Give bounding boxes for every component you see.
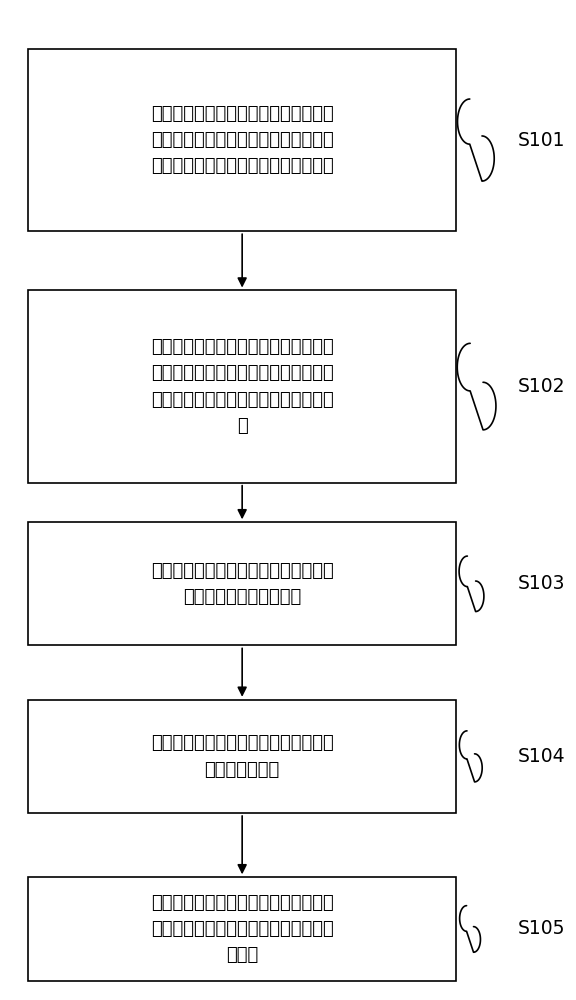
Text: S105: S105 <box>517 919 565 938</box>
FancyBboxPatch shape <box>28 522 456 645</box>
FancyBboxPatch shape <box>28 290 456 483</box>
Text: 通过比较每两条加工路径上各序列点间
的位置信息，将各加工路径的重叠线段
进行合并处理，以生成合并轨迹序列集
。: 通过比较每两条加工路径上各序列点间 的位置信息，将各加工路径的重叠线段 进行合并… <box>151 338 334 435</box>
Text: S103: S103 <box>517 574 565 593</box>
Text: 基于各刀眼标记的位置关系确定各加工
路径上的刀眼处理方式。: 基于各刀眼标记的位置关系确定各加工 路径上的刀眼处理方式。 <box>151 562 334 606</box>
Text: S104: S104 <box>517 747 565 766</box>
FancyBboxPatch shape <box>28 49 456 231</box>
Text: S101: S101 <box>517 131 565 150</box>
Text: 利用预设起刀点选取方法确定符合条件
的起刀点位置。: 利用预设起刀点选取方法确定符合条件 的起刀点位置。 <box>151 734 334 779</box>
FancyBboxPatch shape <box>28 877 456 981</box>
Text: S102: S102 <box>517 377 565 396</box>
Text: 根据刀眼处理方式、起刀点位置和合并
轨迹序列集中各加工路径自动生成裁剪
轨迹。: 根据刀眼处理方式、起刀点位置和合并 轨迹序列集中各加工路径自动生成裁剪 轨迹。 <box>151 894 334 964</box>
FancyBboxPatch shape <box>28 700 456 813</box>
Text: 根据提取待加工柔性材料的零间距排版
图中各裁片的外轮廓路径信息，生成包
括多条加工路径的外轮廓轨迹序列集。: 根据提取待加工柔性材料的零间距排版 图中各裁片的外轮廓路径信息，生成包 括多条加… <box>151 105 334 175</box>
